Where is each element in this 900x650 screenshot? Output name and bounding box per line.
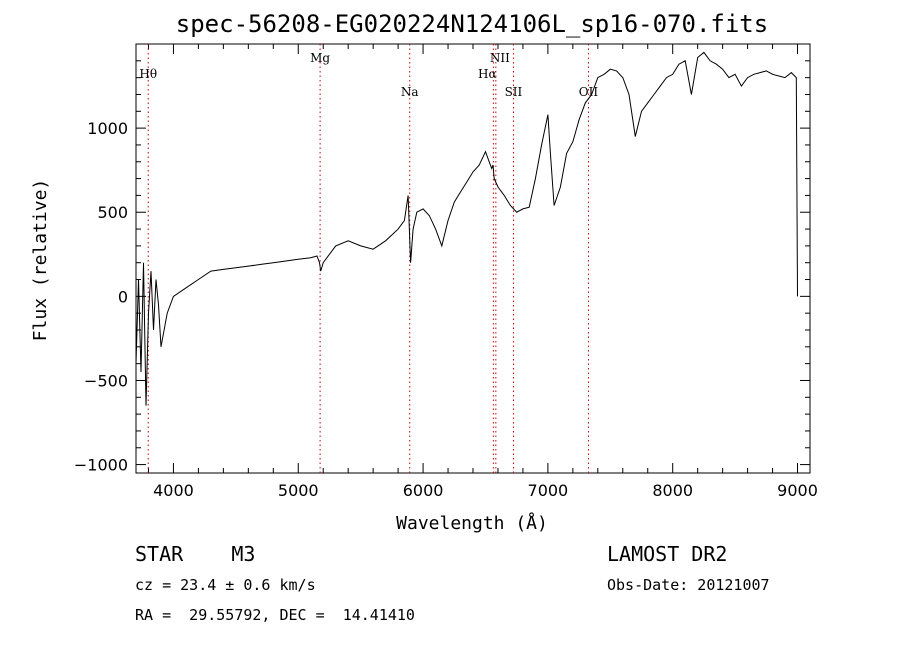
line-label: Hα bbox=[478, 67, 497, 81]
x-tick-label: 7000 bbox=[528, 481, 569, 500]
plot-frame bbox=[135, 43, 811, 474]
spectrum-series-line bbox=[135, 51, 798, 406]
survey-name: LAMOST DR2 bbox=[607, 542, 728, 566]
y-tick-label: 0 bbox=[118, 287, 128, 306]
line-label: OII bbox=[579, 85, 599, 99]
x-tick-label: 8000 bbox=[652, 481, 693, 500]
y-tick-label: 500 bbox=[97, 203, 128, 222]
line-label: SII bbox=[505, 85, 523, 99]
emission-lines: Hθ Mg Na NII Hα SII OII bbox=[139, 44, 598, 473]
y-axis-label: Flux (relative) bbox=[30, 179, 51, 342]
chart-title: spec-56208-EG020224N124106L_sp16-070.fit… bbox=[176, 10, 768, 38]
sky-coordinates: RA = 29.55792, DEC = 14.41410 bbox=[135, 606, 415, 624]
y-tick-label: −1000 bbox=[74, 456, 128, 475]
axes: 4000 5000 6000 7000 8000 9000 −1000 −500 0 500 100… bbox=[74, 43, 818, 500]
redshift-value: cz = 23.4 ± 0.6 km/s bbox=[135, 576, 316, 594]
x-tick-label: 9000 bbox=[777, 481, 818, 500]
line-label: Hθ bbox=[139, 67, 157, 81]
x-tick-label: 5000 bbox=[278, 481, 319, 500]
y-tick-label: 1000 bbox=[87, 119, 128, 138]
y-tick-label: −500 bbox=[84, 371, 128, 390]
line-label: Na bbox=[401, 85, 419, 99]
line-label: Mg bbox=[310, 51, 330, 65]
observation-date: Obs-Date: 20121007 bbox=[607, 576, 770, 594]
x-tick-label: 4000 bbox=[153, 481, 194, 500]
spectrum-chart: spec-56208-EG020224N124106L_sp16-070.fit… bbox=[30, 10, 818, 534]
x-axis-label: Wavelength (Å) bbox=[396, 512, 548, 534]
x-tick-label: 6000 bbox=[403, 481, 444, 500]
object-class: STAR M3 bbox=[135, 542, 256, 566]
line-label: NII bbox=[490, 51, 510, 65]
